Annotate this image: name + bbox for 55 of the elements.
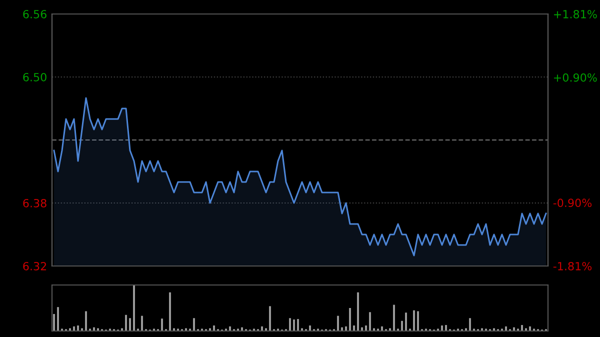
bar <box>193 318 195 331</box>
bar <box>445 325 447 331</box>
bar <box>389 328 391 331</box>
bar <box>417 311 419 331</box>
bar <box>265 328 267 331</box>
bar <box>77 325 79 331</box>
bar <box>481 328 483 331</box>
bar <box>405 312 407 331</box>
bar <box>161 318 163 331</box>
y-tick-label: 6.50 <box>23 72 46 82</box>
bar <box>401 320 403 331</box>
bar <box>97 328 99 331</box>
bar <box>121 328 123 331</box>
y-tick-label: 6.32 <box>23 262 46 270</box>
bar <box>53 314 55 331</box>
bar <box>493 328 495 331</box>
bar <box>365 325 367 331</box>
bar <box>169 292 171 331</box>
bar <box>185 328 187 331</box>
bar <box>353 325 355 331</box>
bar <box>81 328 83 331</box>
bar <box>293 320 295 331</box>
bar <box>441 325 443 331</box>
bar <box>521 325 523 331</box>
y2-tick-label: -0.90% <box>553 198 592 208</box>
bar <box>85 311 87 331</box>
bar <box>173 328 175 331</box>
bar <box>393 304 395 331</box>
bar <box>209 328 211 331</box>
bar <box>369 312 371 331</box>
bar <box>337 316 339 331</box>
y-tick-label: 6.56 <box>23 10 46 18</box>
bar <box>133 285 135 331</box>
bar <box>349 308 351 331</box>
bar <box>301 328 303 331</box>
bar <box>309 325 311 331</box>
bar <box>373 328 375 331</box>
bar <box>125 314 127 331</box>
bar <box>129 318 131 331</box>
bar <box>289 318 291 331</box>
y2-tick-label: +0.90% <box>554 73 597 82</box>
bar <box>357 292 359 331</box>
bar <box>57 307 59 331</box>
bar <box>213 325 215 331</box>
bar <box>525 328 527 331</box>
bar <box>469 318 471 331</box>
bar <box>141 316 143 331</box>
bar <box>465 328 467 331</box>
y2-tick-label: -1.81% <box>553 262 592 270</box>
bar <box>69 328 71 331</box>
bar <box>413 310 415 331</box>
bar <box>297 319 299 331</box>
y2-tick-label: +1.81% <box>554 10 597 18</box>
y-tick-label: 6.38 <box>23 198 46 208</box>
bar <box>269 306 271 331</box>
